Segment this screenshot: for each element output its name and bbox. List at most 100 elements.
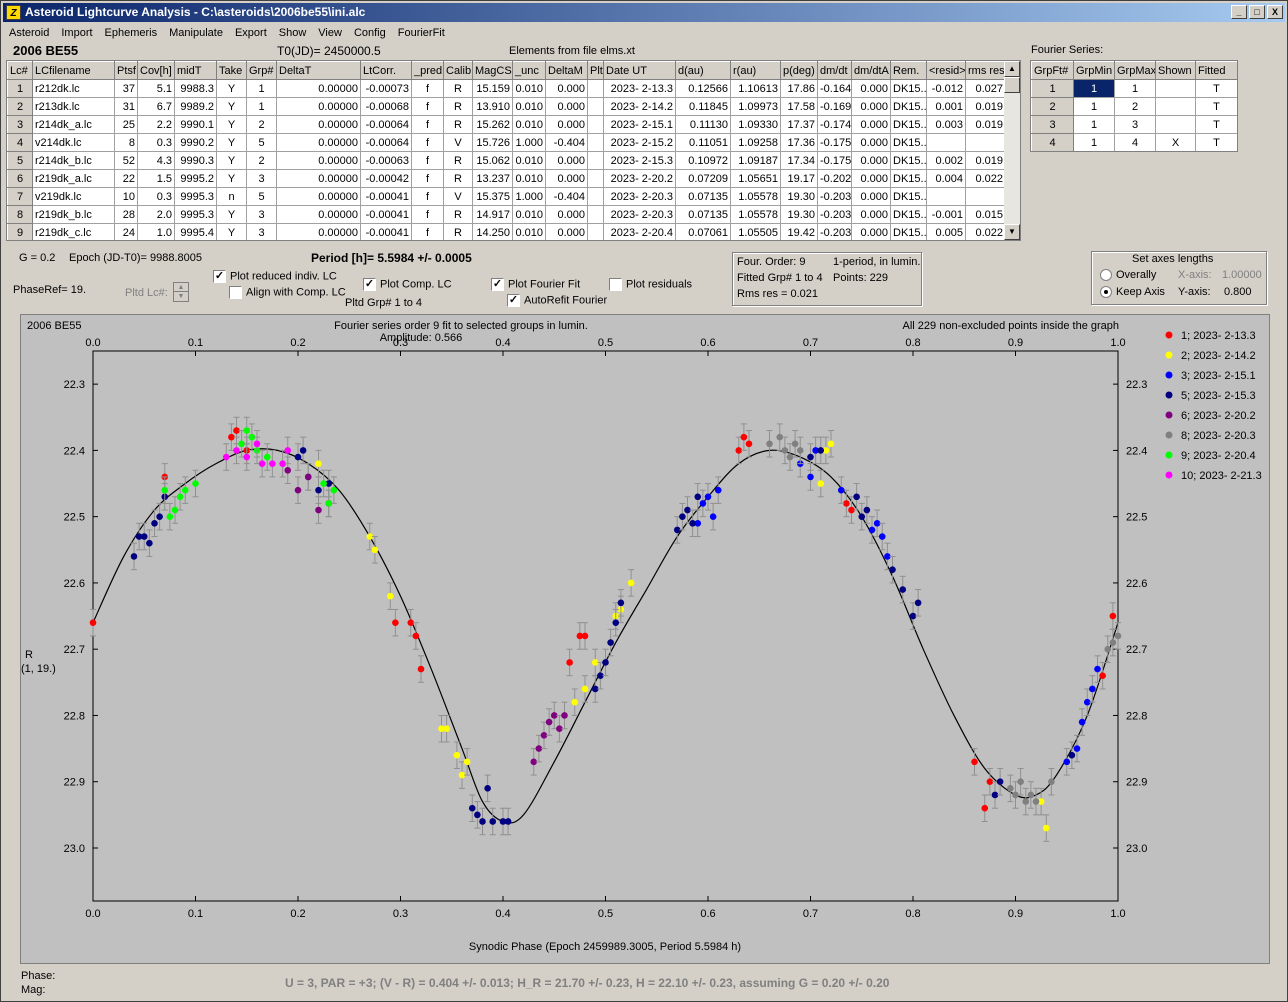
fourier-cell[interactable]: T (1195, 79, 1237, 98)
menu-import[interactable]: Import (61, 26, 93, 39)
checkbox-checked-icon[interactable]: ✓ (213, 270, 226, 283)
minimize-button[interactable]: _ (1231, 5, 1247, 19)
row-number[interactable]: 5 (7, 151, 33, 170)
lc-col-header[interactable]: r(au) (730, 61, 781, 80)
menu-fourierfit[interactable]: FourierFit (397, 26, 445, 39)
fourier-cell[interactable]: 1 (1073, 133, 1115, 151)
fourier-cell[interactable]: 1 (1073, 79, 1115, 98)
lc-col-header[interactable]: Lc# (7, 61, 33, 80)
menu-show[interactable]: Show (278, 26, 307, 39)
lc-table-row[interactable]: 5 r214dk_b.lc 52 4.3 9990.3 Y 2 0.00000 -0.00063… (7, 151, 1006, 170)
cb-plot-comp[interactable]: ✓ Plot Comp. LC (363, 278, 452, 291)
row-number[interactable]: 9 (7, 223, 33, 240)
lc-col-header[interactable]: midT (174, 61, 217, 80)
fourier-row-number[interactable]: 1 (1031, 79, 1074, 98)
fourier-cell[interactable]: T (1195, 133, 1237, 151)
lc-col-header[interactable]: Ptsf (114, 61, 138, 80)
row-number[interactable]: 4 (7, 133, 33, 152)
lc-col-header[interactable]: Calib. (443, 61, 473, 80)
lc-col-header[interactable]: <resid> (926, 61, 966, 80)
lc-col-header[interactable]: MagCS (472, 61, 513, 80)
fourier-cell[interactable]: T (1195, 115, 1237, 134)
lc-table-row[interactable]: 4 v214dk.lc 8 0.3 9990.2 Y 5 0.00000 -0.00064 f V 1… (7, 133, 1006, 152)
radio-icon[interactable] (1100, 269, 1112, 282)
lc-col-header[interactable]: _unc (512, 61, 546, 80)
lc-col-header[interactable]: Cov[h] (137, 61, 175, 80)
lc-col-header[interactable]: Date UT (603, 61, 676, 80)
row-number[interactable]: 2 (7, 97, 33, 116)
lc-table-row[interactable]: 3 r214dk_a.lc 25 2.2 9990.1 Y 2 0.00000 -0.00064… (7, 115, 1006, 134)
fourier-cell[interactable]: 1 (1073, 115, 1115, 134)
cb-autorefit[interactable]: ✓ AutoRefit Fourier (507, 294, 607, 307)
row-number[interactable]: 8 (7, 205, 33, 224)
checkbox-icon[interactable] (229, 286, 242, 299)
fourier-col-header[interactable]: GrpMin (1073, 61, 1115, 80)
lc-table-row[interactable]: 7 v219dk.lc 10 0.3 9995.3 n 5 0.00000 -0.00041 f V… (7, 187, 1006, 206)
cb-align[interactable]: Align with Comp. LC (229, 286, 346, 299)
fourier-cell[interactable]: 3 (1114, 115, 1156, 134)
fourier-row-number[interactable]: 3 (1031, 115, 1074, 134)
spin-up-icon[interactable]: ▲ (174, 283, 188, 292)
lc-col-header[interactable]: Plt (587, 61, 604, 80)
checkbox-checked-icon[interactable]: ✓ (507, 294, 520, 307)
radio-keep-axis[interactable]: Keep Axis (1100, 286, 1165, 299)
lc-table-row[interactable]: 6 r219dk_a.lc 22 1.5 9995.2 Y 3 0.00000 -0.00042… (7, 169, 1006, 188)
fourier-cell[interactable]: X (1155, 133, 1196, 151)
cb-plot-residuals[interactable]: Plot residuals (609, 278, 692, 291)
row-number[interactable]: 3 (7, 115, 33, 134)
lc-col-header[interactable]: d(au) (675, 61, 731, 80)
lightcurve-plot-panel[interactable]: 2006 BE55 Fourier series order 9 fit to s… (20, 314, 1270, 964)
scroll-down-icon[interactable]: ▼ (1004, 224, 1020, 240)
fourier-cell[interactable] (1155, 97, 1196, 116)
fourier-col-header[interactable]: GrpFt# (1031, 61, 1074, 80)
lc-col-header[interactable]: rms res (965, 61, 1006, 80)
row-number[interactable]: 7 (7, 187, 33, 206)
radio-selected-icon[interactable] (1100, 286, 1112, 299)
scroll-thumb[interactable] (1004, 77, 1020, 93)
fourier-cell[interactable]: 2 (1114, 97, 1156, 116)
lc-col-header[interactable]: Grp# (246, 61, 277, 80)
row-number[interactable]: 1 (7, 79, 33, 98)
lc-col-header[interactable]: _pred. (411, 61, 444, 80)
scroll-up-icon[interactable]: ▲ (1004, 61, 1020, 77)
cb-plot-fourier[interactable]: ✓ Plot Fourier Fit (491, 278, 580, 291)
lightcurve-chart[interactable]: 2006 BE55 Fourier series order 9 fit to s… (21, 315, 1269, 963)
menu-asteroid[interactable]: Asteroid (9, 26, 50, 39)
fourier-row-number[interactable]: 4 (1031, 133, 1074, 151)
spin-down-icon[interactable]: ▼ (177, 293, 185, 300)
fourier-col-header[interactable]: GrpMax (1114, 61, 1156, 80)
fourier-cell[interactable]: T (1195, 97, 1237, 116)
fourier-cell[interactable]: 1 (1114, 79, 1156, 98)
lc-table-row[interactable]: 1 r212dk.lc 37 5.1 9988.3 Y 1 0.00000 -0.00073 f R… (7, 79, 1006, 98)
pltd-lc-spinner[interactable]: ▲ ▼ (173, 282, 189, 302)
menu-config[interactable]: Config (353, 26, 386, 39)
lc-col-header[interactable]: Rem. (890, 61, 927, 80)
lc-table-row[interactable]: 9 r219dk_c.lc 24 1.0 9995.4 Y 3 0.00000 -0.00041… (7, 223, 1006, 240)
menu-manipulate[interactable]: Manipulate (169, 26, 223, 39)
lc-table-row[interactable]: 8 r219dk_b.lc 28 2.0 9995.3 Y 3 0.00000 -0.00041… (7, 205, 1006, 224)
checkbox-icon[interactable] (609, 278, 622, 291)
lc-table-row[interactable]: 2 r213dk.lc 31 6.7 9989.2 Y 1 0.00000 -0.00068 f R… (7, 97, 1006, 116)
radio-overally[interactable]: Overally (1100, 269, 1156, 282)
lc-col-header[interactable]: LtCorr. (360, 61, 412, 80)
menu-export[interactable]: Export (234, 26, 267, 39)
fourier-cell[interactable]: 1 (1073, 97, 1115, 116)
fourier-row-number[interactable]: 2 (1031, 97, 1074, 116)
lc-col-header[interactable]: LCfilename (32, 61, 115, 80)
fourier-col-header[interactable]: Shown (1155, 61, 1196, 80)
checkbox-checked-icon[interactable]: ✓ (363, 278, 376, 291)
menu-ephemeris[interactable]: Ephemeris (104, 26, 158, 39)
maximize-button[interactable]: □ (1249, 5, 1265, 19)
menu-view[interactable]: View (318, 26, 342, 39)
lc-col-header[interactable]: DeltaT (276, 61, 361, 80)
fourier-col-header[interactable]: Fitted (1195, 61, 1237, 80)
lc-col-header[interactable]: DeltaM (545, 61, 588, 80)
lc-col-header[interactable]: dm/dtA (851, 61, 891, 80)
row-number[interactable]: 6 (7, 169, 33, 188)
lc-col-header[interactable]: dm/dt (817, 61, 852, 80)
checkbox-checked-icon[interactable]: ✓ (491, 278, 504, 291)
